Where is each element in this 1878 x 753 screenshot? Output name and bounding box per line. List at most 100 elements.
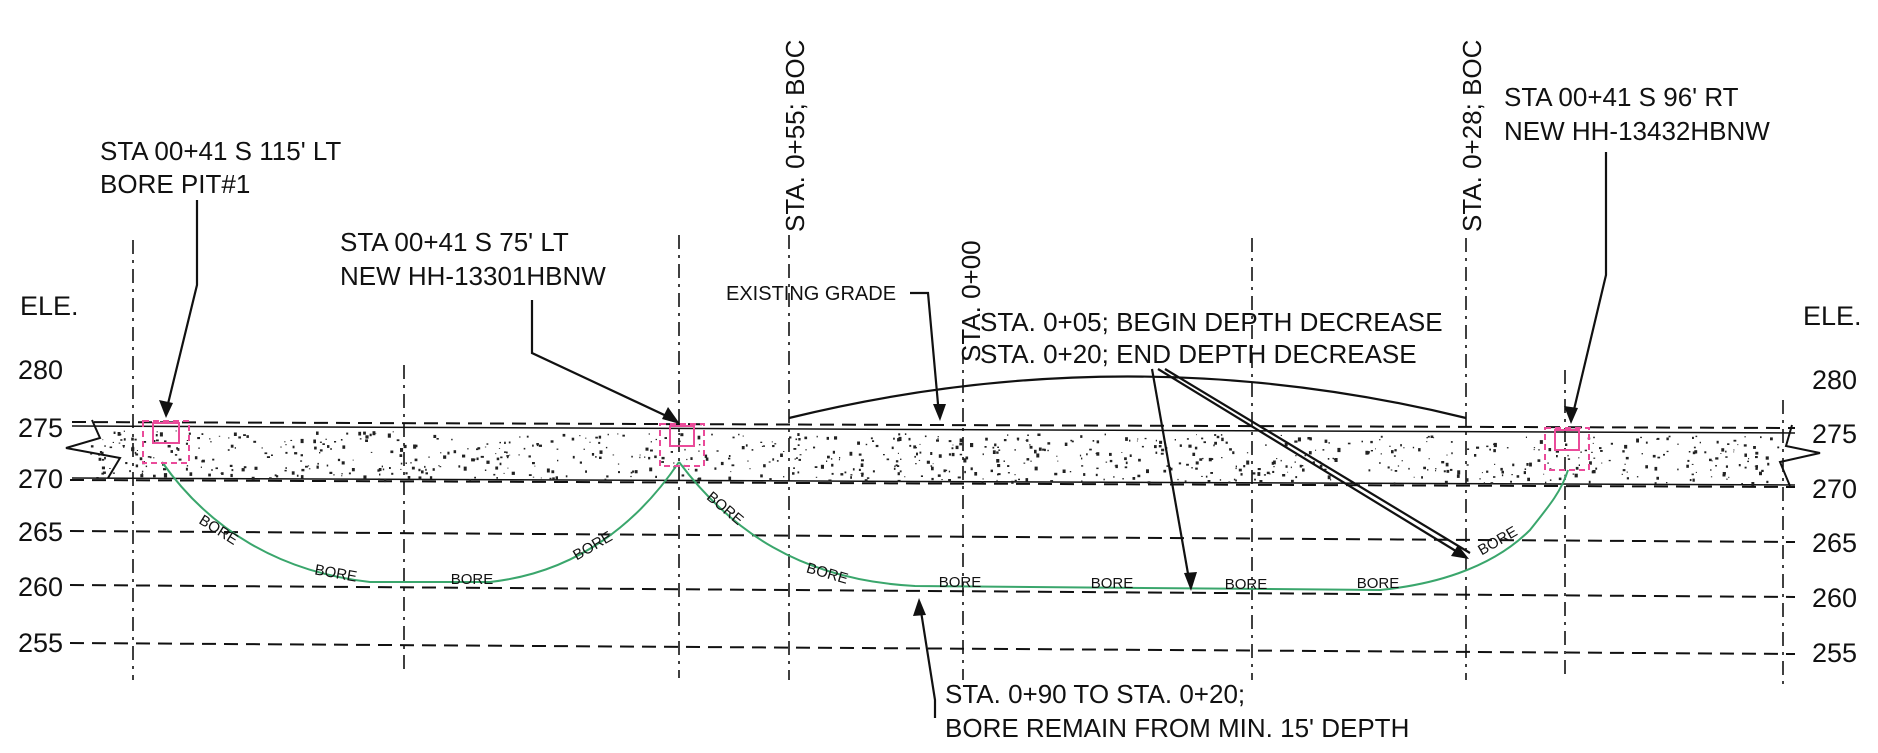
aggregate-speck [1709, 458, 1712, 462]
aggregate-speck [125, 462, 128, 465]
aggregate-speck [1578, 464, 1580, 466]
aggregate-speck [1737, 444, 1739, 446]
aggregate-speck [319, 452, 321, 454]
aggregate-speck [101, 458, 105, 461]
aggregate-speck [1232, 451, 1235, 455]
aggregate-speck [526, 435, 529, 438]
aggregate-speck [793, 467, 795, 469]
aggregate-speck [163, 468, 167, 471]
ele-tick-left-275: 275 [18, 413, 63, 443]
aggregate-speck [231, 469, 234, 472]
aggregate-speck [1290, 466, 1292, 469]
aggregate-speck [850, 474, 853, 476]
aggregate-speck [1575, 466, 1579, 470]
aggregate-speck [1259, 480, 1263, 484]
aggregate-speck [1380, 453, 1382, 455]
aggregate-speck [1203, 441, 1206, 444]
aggregate-speck [1124, 466, 1128, 469]
aggregate-speck [1219, 479, 1222, 481]
aggregate-speck [951, 452, 955, 457]
aggregate-speck [433, 434, 437, 438]
aggregate-speck [504, 441, 506, 444]
aggregate-speck [1538, 449, 1540, 451]
aggregate-speck [536, 444, 539, 447]
aggregate-speck [997, 473, 1001, 476]
aggregate-speck [606, 475, 609, 478]
aggregate-speck [1271, 461, 1274, 465]
bore-label-2: BORE [313, 562, 358, 586]
aggregate-speck [109, 468, 111, 469]
aggregate-speck [1493, 449, 1496, 453]
aggregate-speck [1574, 473, 1578, 478]
aggregate-speck [201, 433, 204, 435]
existing-grade-label: EXISTING GRADE [726, 283, 896, 305]
bore-note-line-2: BORE REMAIN FROM MIN. 15' DEPTH [945, 713, 1409, 743]
aggregate-speck [104, 445, 106, 447]
aggregate-speck [1490, 482, 1494, 485]
aggregate-speck [546, 468, 550, 473]
aggregate-speck [1483, 482, 1485, 484]
aggregate-speck [391, 472, 394, 475]
aggregate-speck [1047, 442, 1051, 445]
aggregate-speck [1666, 437, 1669, 441]
aggregate-speck [178, 458, 182, 461]
aggregate-speck [1466, 478, 1469, 482]
aggregate-speck [486, 460, 490, 464]
aggregate-speck [1205, 475, 1208, 478]
elevation-gridlines [69, 479, 1796, 655]
aggregate-speck [1722, 474, 1726, 477]
aggregate-speck [1330, 479, 1332, 481]
leader-depth-end-1-arrow [1184, 572, 1197, 591]
aggregate-speck [858, 453, 862, 456]
aggregate-speck [970, 443, 974, 448]
leader-bore-pit-arrow [159, 400, 173, 418]
aggregate-speck [1050, 480, 1054, 483]
aggregate-speck [291, 471, 295, 475]
aggregate-speck [1626, 471, 1628, 473]
aggregate-speck [1115, 464, 1118, 469]
aggregate-speck [102, 471, 106, 474]
aggregate-speck [300, 475, 304, 479]
aggregate-speck [227, 449, 230, 451]
right-break-line [1778, 424, 1821, 487]
aggregate-speck [1511, 474, 1513, 476]
aggregate-speck [644, 456, 646, 458]
aggregate-speck [438, 465, 440, 467]
aggregate-speck [1759, 471, 1762, 476]
aggregate-speck [897, 479, 901, 482]
aggregate-speck [1601, 462, 1603, 464]
aggregate-speck [571, 437, 575, 441]
existing-grade-arc [788, 375, 1467, 420]
aggregate-speck [1748, 458, 1750, 460]
aggregate-speck [832, 450, 835, 454]
aggregate-speck [555, 476, 558, 480]
aggregate-speck [230, 444, 234, 448]
aggregate-speck [276, 475, 279, 478]
aggregate-speck [230, 473, 233, 478]
aggregate-speck [300, 438, 304, 444]
aggregate-speck [783, 451, 785, 452]
aggregate-speck [1177, 478, 1179, 481]
bore-label-3: BORE [451, 571, 494, 588]
aggregate-speck [1450, 441, 1453, 443]
aggregate-speck [838, 459, 840, 461]
aggregate-speck [314, 446, 317, 450]
aggregate-speck [937, 436, 939, 438]
aggregate-speck [1007, 472, 1010, 474]
aggregate-speck [1725, 465, 1728, 468]
aggregate-speck [1656, 438, 1658, 440]
aggregate-speck [796, 457, 798, 459]
bore-label-1: BORE [196, 512, 241, 549]
ele-tick-left-260: 260 [18, 572, 63, 602]
aggregate-speck [234, 447, 236, 449]
aggregate-speck [443, 455, 447, 459]
aggregate-speck [861, 472, 864, 476]
aggregate-speck [865, 443, 868, 446]
aggregate-speck [681, 474, 685, 477]
aggregate-speck [377, 469, 380, 472]
aggregate-speck [1636, 476, 1639, 478]
aggregate-speck [904, 476, 906, 478]
aggregate-speck [1654, 466, 1658, 471]
bore-pit-inner [152, 422, 180, 444]
aggregate-speck [506, 451, 508, 454]
